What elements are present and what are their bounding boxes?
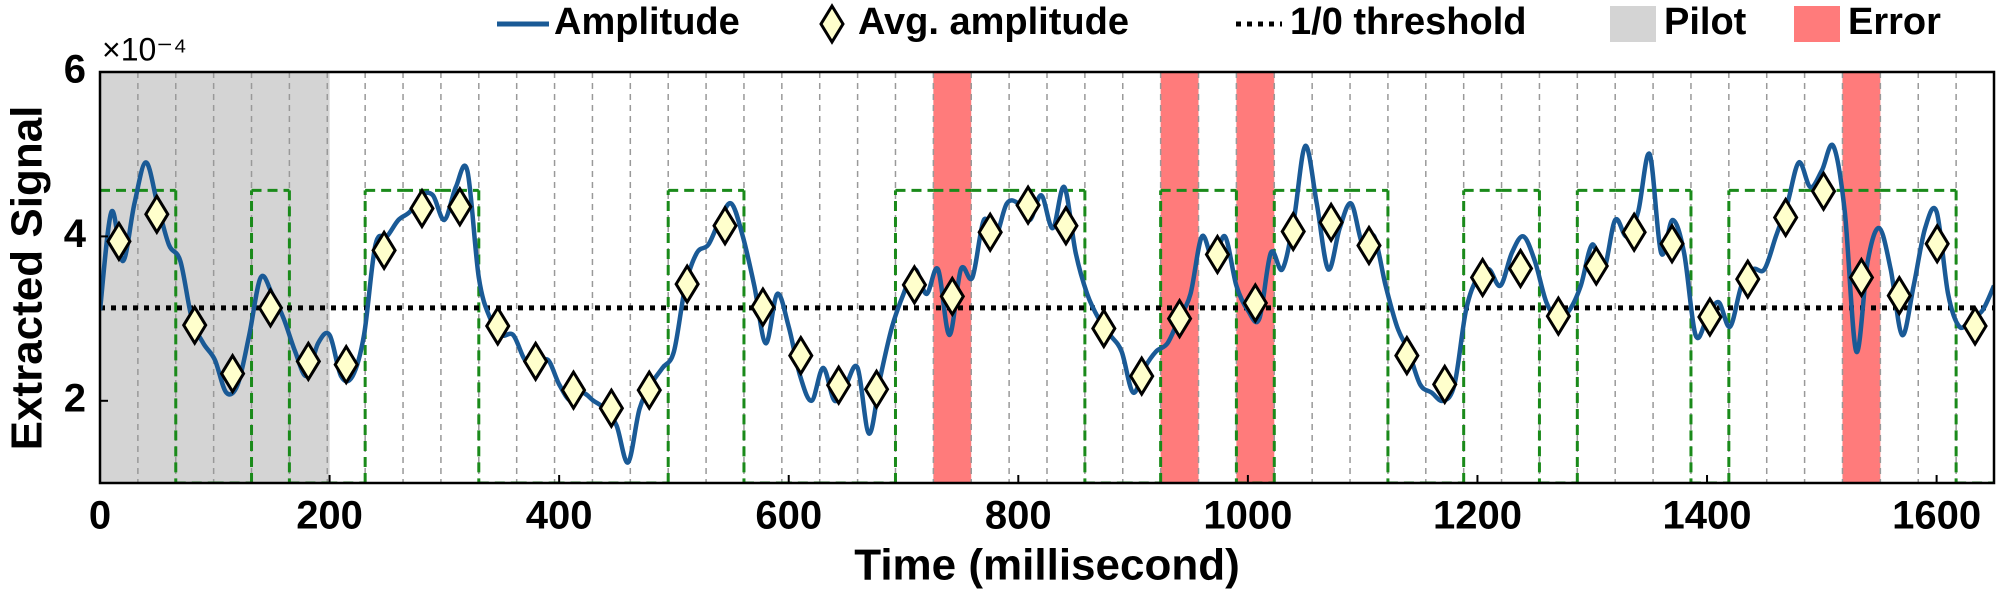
avg-diamond	[1735, 258, 1761, 301]
legend-swatch	[1794, 6, 1840, 42]
region-1	[1236, 72, 1275, 483]
avg-diamond	[257, 287, 284, 329]
avg-diamond	[106, 220, 132, 263]
avg-diamond	[636, 369, 663, 411]
avg-diamond	[1772, 196, 1799, 239]
x-tick-label: 1600	[1892, 494, 1981, 538]
legend-label: Error	[1848, 1, 1941, 43]
avg-diamond	[939, 275, 966, 318]
x-tick-label: 1000	[1203, 494, 1292, 538]
legend-label: Avg. amplitude	[858, 1, 1129, 43]
avg-diamond	[1128, 355, 1155, 398]
avg-diamond	[409, 187, 435, 230]
avg-diamond	[1810, 170, 1837, 213]
plot-frame	[98, 70, 1996, 485]
avg-diamond	[1242, 282, 1269, 324]
avg-diamond	[825, 364, 852, 407]
avg-diamond	[750, 286, 776, 328]
legend: Amplitude Avg. amplitude 1/0 threshold Pilo…	[497, 1, 1941, 45]
avg-diamond	[333, 343, 359, 386]
avg-diamond	[484, 305, 511, 347]
avg-diamond	[181, 304, 208, 347]
x-axis-label: Time (millisecond)	[854, 541, 1240, 590]
avg-diamond	[712, 204, 738, 247]
avg-diamond	[1318, 201, 1344, 244]
plot-area	[100, 72, 1994, 483]
avg-diamond	[1204, 233, 1231, 276]
avg-diamond	[1621, 211, 1647, 254]
avg-diamond	[1697, 296, 1723, 338]
avg-diamond	[901, 264, 928, 306]
avg-diamond	[1924, 222, 1950, 265]
x-tick-label: 1400	[1663, 494, 1752, 538]
avg-diamond	[1091, 307, 1117, 350]
legend-label: Pilot	[1664, 1, 1747, 43]
x-tick-label: 0	[89, 494, 111, 538]
legend-label: 1/0 threshold	[1290, 1, 1527, 43]
x-tick-label: 1200	[1433, 494, 1522, 538]
y-tick-label: 2	[64, 376, 86, 420]
axes: 0 200 400 600 800 1000 1200 1400 1600 2 4 6	[64, 48, 1981, 538]
avg-diamond	[447, 185, 473, 228]
avg-diamond	[1015, 184, 1041, 227]
avg-diamond	[1356, 224, 1382, 267]
avg-diamond	[1659, 222, 1685, 265]
x-tick-label: 400	[526, 494, 593, 538]
avg-diamond	[522, 340, 549, 383]
avg-diamond	[1886, 274, 1913, 317]
avg-diamond	[1848, 256, 1875, 299]
legend-label: Amplitude	[554, 1, 740, 43]
avg-diamond	[1166, 297, 1193, 340]
legend-swatch	[1610, 6, 1656, 42]
avg-diamond	[598, 387, 625, 430]
avg-diamond	[1545, 295, 1572, 338]
avg-diamond	[977, 211, 1003, 254]
y-multiplier: ×10⁻⁴	[102, 31, 187, 67]
y-tick-label: 4	[64, 212, 87, 256]
avg-diamond	[560, 369, 587, 411]
avg-diamond	[1469, 256, 1496, 299]
avg-diamond	[144, 193, 170, 236]
avg-diamond	[1583, 245, 1610, 287]
x-tick-label: 600	[755, 494, 822, 538]
avg-diamond	[371, 229, 397, 272]
avg-diamond	[863, 368, 890, 411]
avg-diamond	[1507, 247, 1534, 290]
region-0	[100, 72, 330, 483]
avg-diamond	[295, 340, 322, 383]
avg-diamond	[788, 334, 814, 377]
legend-diamond	[819, 3, 845, 45]
x-tick-label: 800	[985, 494, 1052, 538]
y-axis-label: Extracted Signal	[3, 106, 52, 451]
avg-diamond	[1053, 204, 1079, 247]
avg-diamond	[674, 263, 700, 305]
avg-diamond	[1962, 305, 1988, 347]
avg-diamond	[1431, 363, 1458, 406]
avg-diamond	[1280, 210, 1306, 253]
y-tick-label: 6	[64, 48, 86, 92]
x-tick-label: 200	[296, 494, 363, 538]
avg-diamond	[219, 352, 246, 395]
avg-diamond	[1394, 334, 1420, 377]
